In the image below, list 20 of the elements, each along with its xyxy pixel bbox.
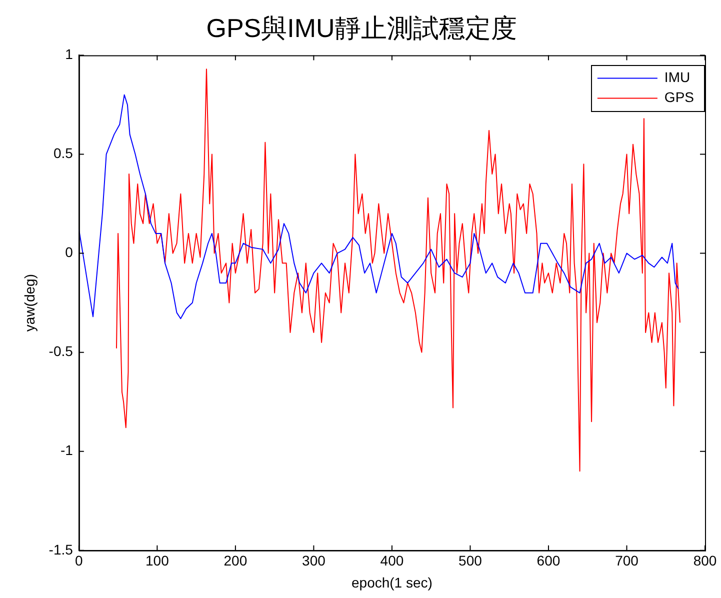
x-tick-label: 500 xyxy=(458,552,482,569)
x-axis-title: epoch(1 sec) xyxy=(351,574,432,590)
x-tick-label: 800 xyxy=(693,552,717,569)
x-tick-label: 100 xyxy=(146,552,170,569)
y-tick-label: -0.5 xyxy=(48,343,74,360)
y-tick-label: 0.5 xyxy=(53,145,74,162)
legend-label: GPS xyxy=(664,89,694,106)
y-axis-title: yaw(deg) xyxy=(21,274,38,332)
chart-title: GPS與IMU靜止測試穩定度 xyxy=(206,12,517,43)
y-tick-label: -1 xyxy=(60,442,74,458)
x-tick-label: 0 xyxy=(75,552,84,569)
x-tick-label: 400 xyxy=(380,552,404,569)
y-tick-label: 0 xyxy=(65,244,74,260)
x-tick-label: 200 xyxy=(224,552,248,569)
legend-label: IMU xyxy=(664,69,690,86)
x-tick-label: 700 xyxy=(615,552,639,569)
x-tick-label: 600 xyxy=(536,552,560,569)
y-tick-label: 1 xyxy=(65,46,74,62)
y-tick-label: -1.5 xyxy=(48,541,74,558)
x-tick-label: 300 xyxy=(302,552,326,569)
